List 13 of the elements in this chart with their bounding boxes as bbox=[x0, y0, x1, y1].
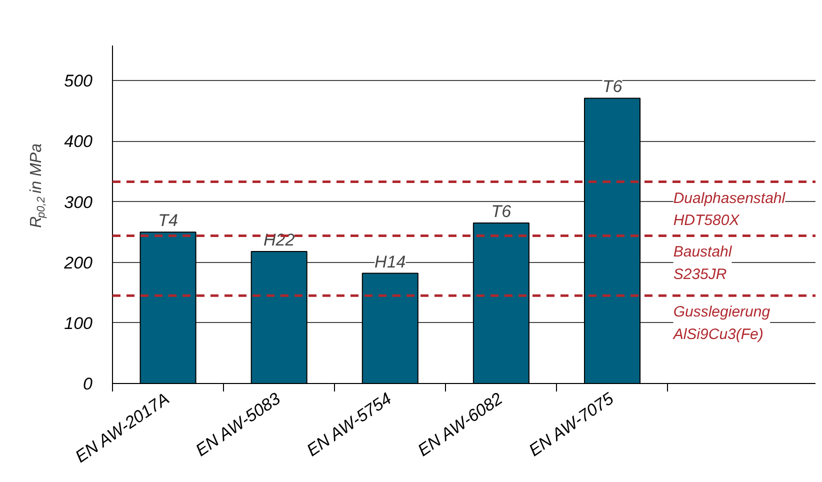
annotation: T6 bbox=[491, 202, 512, 221]
y-tick-label: 0 bbox=[83, 374, 94, 394]
ref-line-label: Dualphasenstahl HDT580X bbox=[673, 190, 786, 229]
annotation: T4 bbox=[158, 211, 178, 230]
y-tick-label: 400 bbox=[64, 132, 94, 152]
annotation: T6 bbox=[602, 77, 623, 96]
y-tick-label: 200 bbox=[63, 253, 94, 272]
y-tick-label: 100 bbox=[64, 314, 94, 333]
y-tick-label: 300 bbox=[64, 192, 94, 212]
annotation: H14 bbox=[374, 252, 406, 272]
ref-line-label: Gusslegierung AlSi9Cu3(Fe) bbox=[672, 304, 771, 343]
y-tick-label: 500 bbox=[64, 72, 94, 91]
ref-line-label: Baustahl S235JR bbox=[673, 244, 732, 283]
